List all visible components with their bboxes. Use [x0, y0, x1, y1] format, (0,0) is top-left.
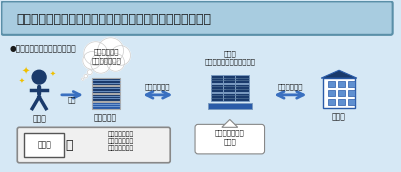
Circle shape [87, 70, 92, 75]
FancyBboxPatch shape [235, 75, 249, 83]
Text: 本籍地: 本籍地 [332, 112, 346, 122]
Text: 申請書: 申請書 [37, 141, 51, 149]
FancyBboxPatch shape [24, 133, 64, 157]
Circle shape [107, 53, 125, 71]
Text: パスワードを
提示すればいい: パスワードを 提示すればいい [92, 49, 122, 64]
FancyBboxPatch shape [348, 90, 355, 96]
FancyBboxPatch shape [211, 84, 225, 92]
FancyBboxPatch shape [17, 127, 170, 163]
Text: 法務省
（戸籍情報連携システム）: 法務省 （戸籍情報連携システム） [204, 51, 255, 65]
FancyBboxPatch shape [328, 81, 335, 87]
FancyBboxPatch shape [338, 99, 345, 105]
Text: ＋: ＋ [65, 138, 73, 152]
FancyBboxPatch shape [92, 102, 119, 109]
FancyBboxPatch shape [323, 78, 355, 108]
FancyBboxPatch shape [223, 93, 237, 101]
Text: 戸籍電子証明書
提供用識別符号
（パスワード）: 戸籍電子証明書 提供用識別符号 （パスワード） [107, 131, 134, 151]
FancyBboxPatch shape [348, 99, 355, 105]
FancyBboxPatch shape [235, 84, 249, 92]
FancyBboxPatch shape [338, 81, 345, 87]
Circle shape [111, 46, 130, 65]
FancyBboxPatch shape [348, 81, 355, 87]
Polygon shape [222, 119, 238, 127]
Circle shape [98, 38, 124, 63]
Circle shape [84, 74, 87, 78]
Text: ４．戸籍電子証明書の活用による戸籍証明書等の添付省略: ４．戸籍電子証明書の活用による戸籍証明書等の添付省略 [16, 13, 211, 26]
FancyBboxPatch shape [211, 93, 225, 101]
FancyBboxPatch shape [92, 94, 119, 101]
FancyBboxPatch shape [338, 90, 345, 96]
Polygon shape [321, 70, 357, 78]
FancyBboxPatch shape [223, 75, 237, 83]
Text: システム連携: システム連携 [277, 83, 303, 90]
Text: ✦: ✦ [50, 70, 56, 76]
Circle shape [84, 42, 107, 65]
Text: ✦: ✦ [18, 78, 24, 84]
FancyBboxPatch shape [208, 103, 252, 109]
Text: システム連携: システム連携 [144, 83, 170, 90]
Circle shape [83, 52, 101, 69]
Circle shape [91, 53, 111, 73]
Text: 申請先機関: 申請先機関 [94, 114, 117, 122]
FancyBboxPatch shape [92, 78, 119, 85]
Text: ✦: ✦ [21, 66, 29, 76]
FancyBboxPatch shape [92, 86, 119, 93]
FancyBboxPatch shape [195, 124, 265, 154]
FancyBboxPatch shape [211, 75, 225, 83]
Text: 申請人: 申請人 [32, 115, 46, 123]
Circle shape [32, 70, 46, 84]
FancyBboxPatch shape [223, 84, 237, 92]
Circle shape [82, 78, 84, 80]
FancyBboxPatch shape [1, 1, 393, 35]
FancyBboxPatch shape [235, 93, 249, 101]
FancyBboxPatch shape [328, 99, 335, 105]
Text: 戸籍電子証明書
を提供: 戸籍電子証明書 を提供 [215, 130, 245, 145]
FancyBboxPatch shape [328, 90, 335, 96]
Text: ●申請手続（旅券発給申請等）: ●申請手続（旅券発給申請等） [9, 45, 76, 54]
Text: 申請: 申請 [68, 97, 76, 103]
